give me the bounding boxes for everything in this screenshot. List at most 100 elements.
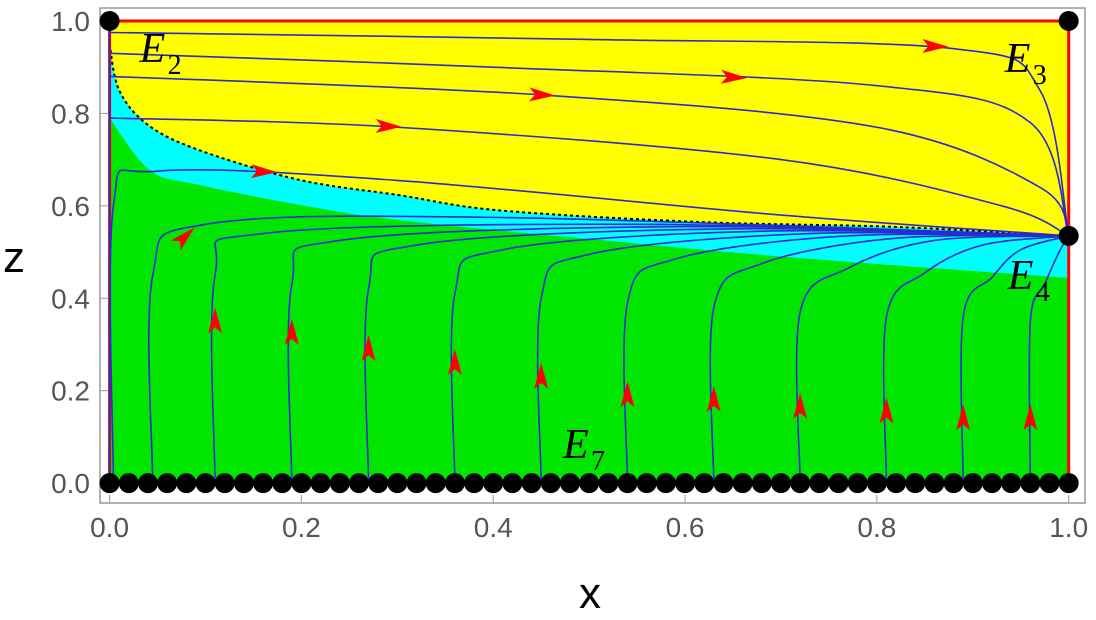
- arrow: [170, 227, 195, 251]
- equilibrium-point: [464, 473, 485, 494]
- equilibrium-point: [214, 473, 235, 494]
- x-tick-label: 0.0: [90, 512, 129, 543]
- equilibrium-point: [905, 473, 926, 494]
- equilibrium-point: [694, 473, 715, 494]
- equilibrium-point: [425, 473, 446, 494]
- equilibrium-point: [1020, 473, 1041, 494]
- equilibrium-label: E: [1004, 36, 1031, 82]
- equilibrium-point: [157, 473, 178, 494]
- equilibrium-point: [483, 473, 504, 494]
- y-tick-label: 1.0: [51, 6, 90, 37]
- equilibrium-point: [1058, 473, 1079, 494]
- x-tick-label: 0.6: [666, 512, 705, 543]
- arrow: [528, 87, 556, 102]
- arrow: [793, 392, 808, 419]
- equilibrium-label: E: [139, 26, 166, 72]
- equilibrium-point: [540, 473, 561, 494]
- equilibrium-point: [828, 473, 849, 494]
- arrow: [534, 362, 549, 389]
- trajectory: [795, 235, 1069, 484]
- equilibrium-point: [636, 473, 657, 494]
- trajectory: [148, 215, 1069, 484]
- equilibrium-point: [617, 473, 638, 494]
- equilibrium-point: [272, 473, 293, 494]
- equilibrium-point: [790, 473, 811, 494]
- equilibrium-point: [137, 473, 158, 494]
- trajectory: [109, 168, 1069, 484]
- equilibrium-point: [118, 473, 139, 494]
- trajectory: [882, 235, 1069, 484]
- equilibrium-point: [924, 473, 945, 494]
- x-tick-label: 1.0: [1049, 512, 1088, 543]
- equilibrium-point: [732, 473, 753, 494]
- equilibrium-label: E: [562, 422, 589, 468]
- x-tick-label: 0.2: [282, 512, 321, 543]
- trajectory: [109, 75, 1070, 237]
- frame: [99, 7, 1086, 504]
- equilibrium-point: [291, 473, 312, 494]
- equilibrium-subscript: 3: [1033, 60, 1047, 91]
- trajectory: [364, 227, 1069, 484]
- equilibrium-point: [866, 473, 887, 494]
- equilibrium-subscript: 7: [591, 446, 605, 477]
- equilibrium-point: [195, 473, 216, 494]
- arrow: [447, 348, 462, 375]
- trajectory: [450, 229, 1069, 484]
- y-tick-label: 0.0: [51, 468, 90, 499]
- equilibrium-point: [406, 473, 427, 494]
- equilibrium-point: [943, 473, 964, 494]
- equilibrium-point: [886, 473, 907, 494]
- y-axis-label: z: [3, 233, 25, 282]
- arrow: [375, 118, 402, 133]
- equilibrium-point: [502, 473, 523, 494]
- equilibrium-subscript: 4: [1036, 277, 1050, 308]
- y-tick-label: 0.8: [51, 98, 90, 129]
- arrow: [1023, 404, 1038, 431]
- equilibrium-point: [99, 473, 120, 494]
- trajectory: [1028, 235, 1070, 484]
- trajectory: [109, 117, 1070, 237]
- y-tick-label: 0.4: [51, 283, 90, 314]
- trajectory: [536, 231, 1069, 484]
- equilibrium-subscript: 2: [168, 50, 182, 81]
- equilibrium-point: [387, 473, 408, 494]
- arrow: [620, 381, 635, 408]
- equilibrium-point: [348, 473, 369, 494]
- trajectory: [960, 235, 1069, 484]
- equilibrium-point: [521, 473, 542, 494]
- arrow: [284, 318, 299, 345]
- equilibrium-point: [559, 473, 580, 494]
- equilibrium-point: [368, 473, 389, 494]
- equilibrium-point: [176, 473, 197, 494]
- x-tick-label: 0.8: [857, 512, 896, 543]
- trajectory: [623, 233, 1069, 484]
- equilibrium-point: [233, 473, 254, 494]
- separatrix: [108, 43, 1069, 238]
- trajectory: [709, 234, 1069, 484]
- equilibrium-point: [770, 473, 791, 494]
- y-tick-label: 0.6: [51, 191, 90, 222]
- equilibrium-point: [444, 473, 465, 494]
- arrow: [361, 335, 376, 362]
- equilibrium-point: [329, 473, 350, 494]
- equilibrium-point: [809, 473, 830, 494]
- equilibrium-point: [713, 473, 734, 494]
- equilibrium-point: [579, 473, 600, 494]
- equilibrium-point: [981, 473, 1002, 494]
- equilibrium-point: [751, 473, 772, 494]
- equilibrium-point: [253, 473, 274, 494]
- equilibrium-point: [99, 10, 120, 31]
- x-axis-label: x: [579, 569, 601, 618]
- trajectory: [287, 225, 1069, 484]
- equilibrium-point: [1058, 10, 1079, 31]
- arrow: [706, 385, 721, 412]
- equilibrium-point: [1001, 473, 1022, 494]
- equilibrium-point: [655, 473, 676, 494]
- arrow: [922, 39, 949, 54]
- trajectory: [109, 31, 1070, 237]
- equilibrium-point: [1058, 225, 1079, 246]
- y-tick-label: 0.2: [51, 376, 90, 407]
- equilibrium-point: [310, 473, 331, 494]
